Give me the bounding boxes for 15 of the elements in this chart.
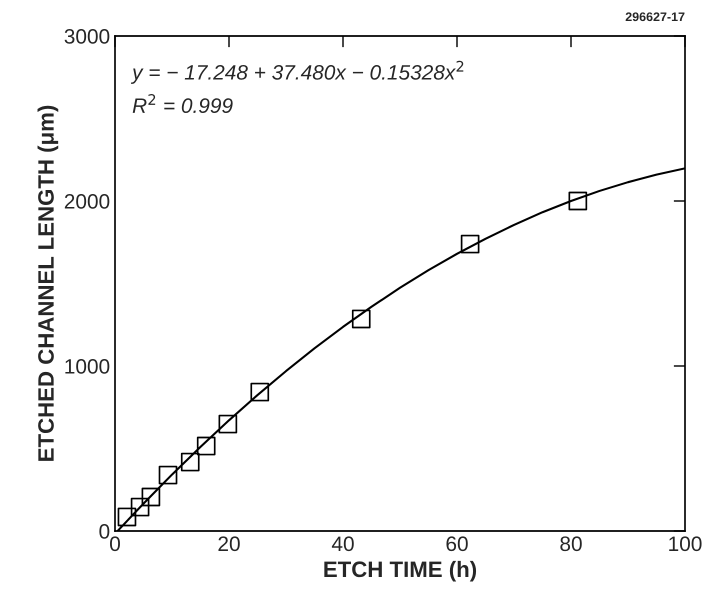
x-tick-label: 60 xyxy=(446,536,468,552)
annotation: y = − 17.248 + 37.480x − 0.15328x$^{2}$ xyxy=(130,60,464,84)
text: 296627-17 xyxy=(626,12,684,22)
y-tick-label: 2000 xyxy=(64,194,110,209)
x-tick-label: 100 xyxy=(669,536,702,552)
x-tick-label: 40 xyxy=(332,536,354,552)
x-axis-title: ETCH TIME (h) xyxy=(324,560,476,582)
y-tick-label: 0 xyxy=(99,524,110,539)
x-tick-label: 80 xyxy=(560,536,582,552)
y-tick-label: 1000 xyxy=(65,359,110,374)
x-tick-label: 20 xyxy=(218,536,240,552)
annotation: R$^{2}$ = 0.999 xyxy=(132,94,233,114)
y-tick-label: 3000 xyxy=(64,29,110,44)
x-tick-label: 0 xyxy=(110,536,120,552)
y-axis-title: ETCHED CHANNEL LENGTH (μm) xyxy=(38,106,58,461)
